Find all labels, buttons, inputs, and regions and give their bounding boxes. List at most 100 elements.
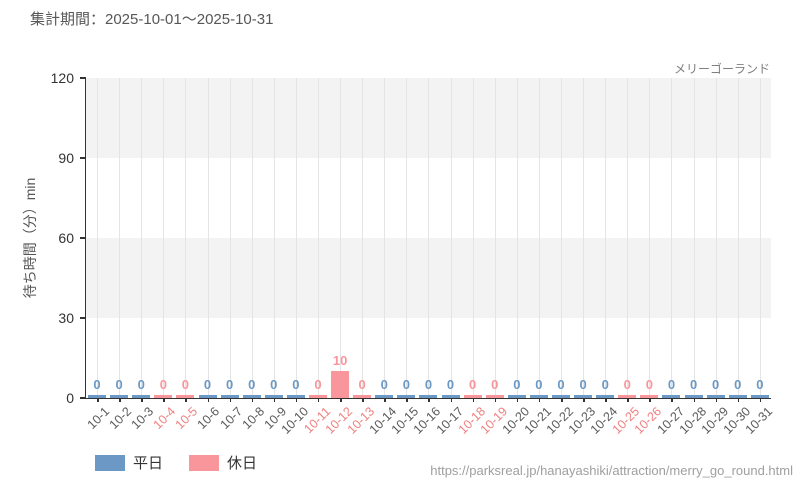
x-tick-mark — [715, 398, 718, 402]
x-tick-label: 10-5 — [173, 404, 201, 432]
bar — [640, 395, 659, 398]
x-tick-mark — [207, 398, 210, 402]
y-axis-label: 待ち時間（分）min — [22, 177, 38, 299]
x-tick-mark — [295, 398, 298, 402]
x-tick-mark — [671, 398, 673, 402]
bar-value-label: 0 — [557, 377, 565, 392]
x-tick-mark — [494, 398, 497, 402]
bar — [375, 395, 394, 398]
vertical-gridline — [362, 78, 364, 398]
vertical-gridline — [141, 78, 143, 398]
bar — [308, 395, 327, 398]
bar-value-label: 0 — [689, 377, 698, 392]
x-tick-mark — [516, 398, 519, 402]
vertical-gridline — [163, 78, 165, 398]
bar — [132, 395, 151, 398]
x-tick-mark — [362, 398, 364, 402]
vertical-gridline — [538, 78, 540, 398]
day-column: 0 10-8 — [239, 78, 267, 432]
bar-value-label: 0 — [93, 377, 101, 392]
holiday-swatch — [189, 454, 220, 471]
bar-value-label: 0 — [601, 377, 609, 392]
vertical-gridline — [317, 78, 319, 398]
vertical-gridline — [671, 78, 673, 398]
y-tick-label: 30 — [58, 310, 74, 326]
bar — [750, 395, 769, 398]
y-tick-mark — [80, 397, 86, 399]
x-tick-mark — [737, 398, 740, 402]
vertical-gridline — [494, 78, 496, 398]
day-column: 0 10-1 — [85, 78, 112, 432]
bar-value-label: 0 — [115, 377, 123, 392]
day-column: 0 10-24 — [588, 78, 620, 437]
bar-value-label: 0 — [292, 377, 300, 392]
x-tick-mark — [384, 398, 386, 402]
bar — [88, 395, 107, 398]
vertical-gridline — [273, 78, 275, 398]
x-tick-mark — [141, 398, 143, 402]
bar-columns: 0 10-1 0 10-2 0 10-3 0 10-4 0 10-5 0 10-6 0 10-7 0 10-8… — [85, 78, 775, 437]
day-column: 0 10-26 — [632, 78, 665, 437]
bar-value-label: 0 — [159, 377, 167, 392]
bar-value-label: 0 — [469, 377, 477, 392]
bar-value-label: 0 — [402, 377, 410, 392]
bar-value-label: 0 — [270, 377, 278, 392]
bar — [441, 395, 460, 398]
day-column: 0 10-3 — [129, 78, 156, 432]
x-tick-mark — [583, 398, 585, 402]
x-tick-mark — [538, 398, 541, 402]
day-column: 0 10-10 — [279, 78, 311, 437]
day-column: 0 10-16 — [411, 78, 444, 437]
vertical-gridline — [295, 78, 297, 398]
day-column: 0 10-30 — [720, 78, 753, 437]
bar — [618, 395, 637, 398]
day-column: 0 10-14 — [367, 78, 399, 437]
bar-value-label: 0 — [579, 377, 587, 392]
vertical-gridline — [251, 78, 253, 398]
bar — [264, 395, 283, 398]
x-tick-mark — [649, 398, 651, 402]
aggregation-period-title: 集計期間：2025-10-01～2025-10-31 — [30, 11, 274, 28]
y-tick-label: 60 — [58, 230, 74, 246]
vertical-gridline — [715, 78, 717, 398]
vertical-gridline — [406, 78, 408, 398]
y-tick-mark — [80, 317, 86, 319]
x-tick-mark — [406, 398, 408, 402]
bar-value-label: 0 — [623, 377, 631, 392]
vertical-gridline — [759, 78, 761, 398]
vertical-gridline — [185, 78, 187, 398]
x-tick-label: 10-4 — [150, 404, 179, 432]
bar — [331, 371, 350, 398]
vertical-gridline — [649, 78, 651, 398]
vertical-gridline — [693, 78, 695, 398]
vertical-gridline — [472, 78, 474, 398]
y-tick-label: 0 — [66, 390, 74, 406]
bar — [154, 395, 173, 398]
day-column: 0 10-21 — [522, 78, 554, 437]
x-tick-mark — [273, 398, 276, 402]
legend: 平日 休日 — [95, 452, 257, 473]
legend-item-weekday: 平日 — [95, 452, 163, 473]
x-tick-label: 10-8 — [239, 404, 267, 432]
day-column: 0 10-28 — [676, 78, 709, 437]
bar-value-label: 0 — [137, 377, 145, 392]
bar — [596, 395, 615, 398]
x-tick-label: 10-3 — [128, 404, 157, 432]
x-tick-mark — [759, 398, 762, 402]
bar — [706, 395, 725, 398]
x-tick-label: 10-7 — [217, 404, 245, 432]
vertical-gridline — [119, 78, 121, 398]
x-tick-mark — [340, 398, 342, 402]
day-column: 0 10-7 — [217, 78, 245, 432]
x-tick-label: 10-1 — [84, 404, 113, 432]
source-url: https://parksreal.jp/hanayashiki/attract… — [430, 463, 793, 478]
day-column: 0 10-5 — [173, 78, 201, 432]
x-tick-mark — [229, 398, 232, 402]
day-column: 0 10-9 — [261, 78, 289, 432]
bar — [220, 395, 239, 398]
vertical-gridline — [561, 78, 563, 398]
y-tick-label: 120 — [50, 70, 74, 86]
bar-value-label: 0 — [446, 377, 455, 392]
bar — [485, 395, 504, 398]
day-column: 0 10-27 — [654, 78, 687, 437]
